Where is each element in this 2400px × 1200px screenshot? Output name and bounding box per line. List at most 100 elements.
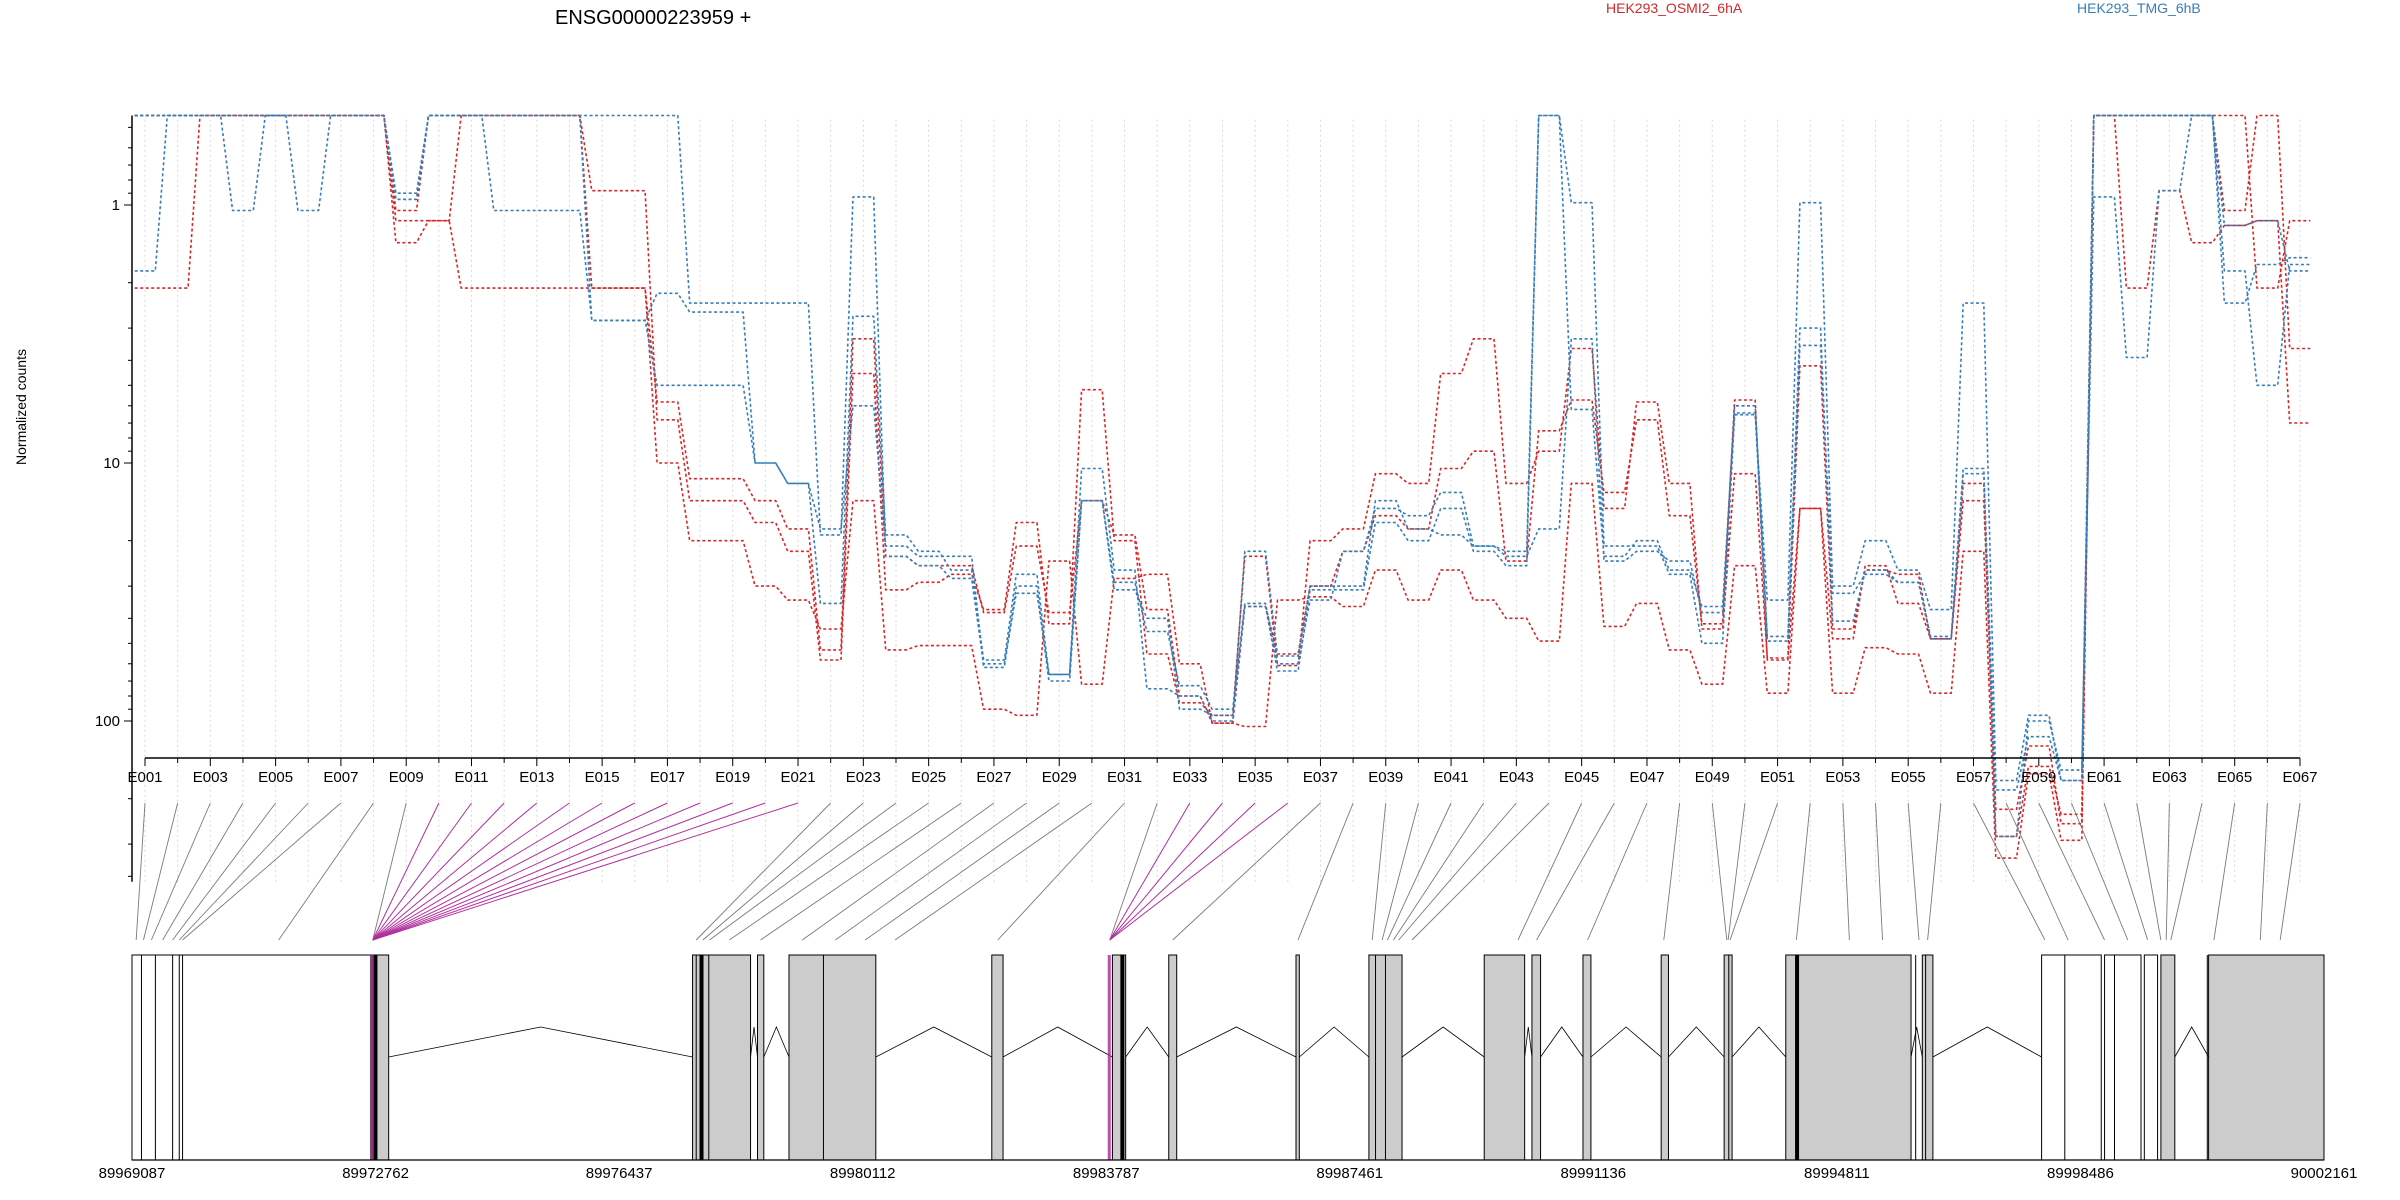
exon-connector-lines — [135, 802, 2301, 941]
exon-connector — [372, 802, 505, 941]
exon-connector — [1587, 802, 1648, 941]
intron-line — [1590, 1026, 1662, 1058]
x-tick-label: E001 — [127, 769, 162, 786]
intron-line — [1176, 1026, 1297, 1058]
intron-line — [1932, 1026, 2042, 1058]
exon-connector — [1109, 802, 1158, 941]
intron-line — [1125, 1026, 1170, 1058]
x-tick-label: E057 — [1956, 769, 1991, 786]
exon-connector — [172, 802, 276, 941]
exon-connector — [372, 802, 668, 941]
genome-axis: 89969087 89972762 89976437 89980112 89983787… — [99, 1159, 2358, 1182]
exon-connector — [372, 802, 636, 941]
exon-connector — [1795, 802, 1811, 941]
genome-tick-label: 89969087 — [99, 1165, 166, 1182]
x-tick-label: E025 — [911, 769, 946, 786]
exon-connector — [372, 802, 701, 941]
exon-connector — [178, 802, 309, 941]
x-tick-label: E015 — [585, 769, 620, 786]
exon-connector — [372, 802, 799, 941]
intron-line — [2174, 1026, 2209, 1058]
y-tick-label: 100 — [95, 713, 120, 730]
exon-connector — [1109, 802, 1289, 941]
exon-connector — [1727, 802, 1746, 941]
exon-connector — [1517, 802, 1583, 941]
exon-connector — [372, 802, 603, 941]
genome-tick-label: 90002161 — [2291, 1165, 2358, 1182]
x-tick-label: E033 — [1172, 769, 1207, 786]
series-line — [134, 114, 2311, 782]
y-tick-label: 1 — [112, 197, 120, 214]
exon-connector — [864, 802, 1060, 941]
exon-connector — [894, 802, 1093, 941]
intron-line — [1668, 1026, 1725, 1058]
x-tick-label: E065 — [2217, 769, 2252, 786]
gene-model — [131, 954, 2325, 1161]
x-tick-label: E045 — [1564, 769, 1599, 786]
exon-connector — [162, 802, 244, 941]
exon-connector — [372, 802, 570, 941]
exon-block — [2104, 954, 2142, 1161]
x-tick-label: E035 — [1238, 769, 1273, 786]
x-tick-label: E049 — [1695, 769, 1730, 786]
genome-tick-label: 89991136 — [1560, 1165, 1626, 1182]
exon-block — [131, 954, 377, 1161]
exon-connector — [1875, 802, 1883, 941]
exon-connector — [2103, 802, 2149, 941]
intron-line — [1524, 1026, 1533, 1058]
x-tick-label: E003 — [193, 769, 228, 786]
intron-line — [1401, 1026, 1485, 1058]
exon-connector — [372, 802, 766, 941]
chart-title: ENSG00000223959 + — [555, 7, 751, 29]
x-tick-label: E027 — [976, 769, 1011, 786]
x-tick-label: E063 — [2152, 769, 2187, 786]
x-tick-label: E055 — [1891, 769, 1926, 786]
x-tick-label: E005 — [258, 769, 293, 786]
exon-block — [1168, 954, 1178, 1161]
exon-connector — [702, 802, 864, 941]
exon-connector — [1907, 802, 1920, 941]
y-axis-label: Normalized counts — [13, 349, 29, 465]
exon-connector — [2136, 802, 2162, 941]
exon-connector — [372, 802, 538, 941]
exon-connector — [2170, 802, 2203, 941]
exon-connector — [835, 802, 1027, 941]
exon-connector — [1927, 802, 1942, 941]
exon-block — [1483, 954, 1526, 1161]
genome-tick-label: 89987461 — [1316, 1165, 1383, 1182]
exon-block — [1531, 954, 1542, 1161]
x-tick-label: E051 — [1760, 769, 1795, 786]
exon-connector — [372, 802, 472, 941]
exon-connector — [760, 802, 962, 941]
exon-block — [2041, 954, 2102, 1161]
legend-osmi2-6hA: HEK293_OSMI2_6hA — [1606, 0, 1743, 16]
exon-connector — [997, 802, 1125, 941]
x-tick-label: E053 — [1825, 769, 1860, 786]
x-tick-label: E047 — [1629, 769, 1664, 786]
exon-connector — [372, 802, 407, 941]
exon-block — [1660, 954, 1669, 1161]
x-tick-label: E067 — [2282, 769, 2317, 786]
x-tick-label: E031 — [1107, 769, 1142, 786]
x-tick-label: E043 — [1499, 769, 1534, 786]
exon-connector — [1109, 802, 1191, 941]
vertical-grid — [144, 117, 2301, 882]
exon-connector — [1109, 802, 1223, 941]
exon-connector — [1536, 802, 1615, 941]
exon-connector — [729, 802, 929, 941]
exon-connector — [1411, 802, 1550, 941]
x-tick-label: E007 — [323, 769, 358, 786]
exon-x-axis: E001 E003 E005 E007 E009 E011 E013 E015 E017 E019… — [127, 757, 2318, 786]
exon-connector — [1387, 802, 1452, 941]
genome-tick-label: 89983787 — [1073, 1165, 1140, 1182]
exon-block — [1295, 954, 1300, 1161]
genome-tick-label: 89972762 — [342, 1165, 409, 1182]
y-axis: 1 10 100 — [95, 115, 133, 882]
exon-block — [991, 954, 1004, 1161]
exon-block — [2208, 954, 2325, 1161]
genome-tick-label: 89998486 — [2047, 1165, 2114, 1182]
exon-connector — [2259, 802, 2268, 941]
x-tick-label: E023 — [846, 769, 881, 786]
x-tick-label: E059 — [2021, 769, 2056, 786]
exon-block — [1921, 954, 1934, 1161]
